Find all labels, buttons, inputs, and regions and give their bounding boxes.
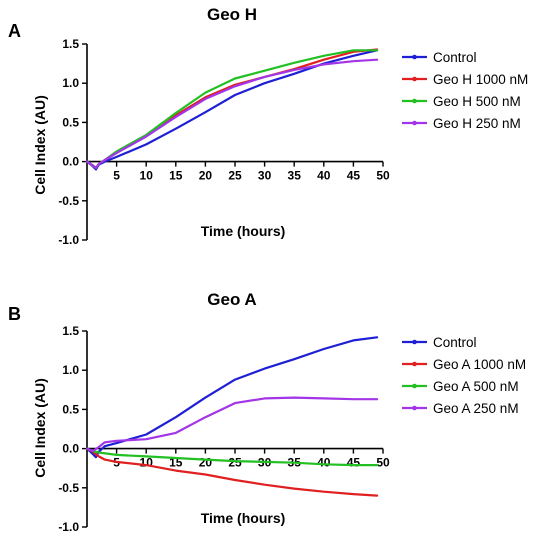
y-tick-label: -1.0 (58, 233, 79, 247)
legend-marker (412, 98, 417, 104)
y-axis-label: Cell Index (AU) (32, 95, 48, 195)
x-tick-label: 45 (347, 456, 361, 470)
x-tick-label: 15 (169, 169, 183, 183)
x-axis-label: Time (hours) (201, 510, 286, 526)
x-tick-label: 35 (288, 169, 302, 183)
y-tick-label: -0.5 (58, 194, 79, 208)
panel-b: B Geo A Cell Index (AU) Time (hours) 1.5… (8, 290, 526, 534)
legend-label: Geo A 250 nM (433, 401, 519, 416)
x-tick-label: 10 (140, 169, 154, 183)
y-tick-label: -1.0 (58, 520, 79, 534)
x-tick-label: 50 (376, 456, 390, 470)
y-axis-label: Cell Index (AU) (32, 378, 48, 478)
axes: 1.5 1.0 0.5 0.0 -0.5 -1.0 5 10 15 20 25 30 35 40 45 50 (58, 37, 390, 247)
legend-marker (412, 76, 417, 82)
legend-label: Geo H 250 nM (433, 116, 521, 131)
y-tick-label: 0.5 (62, 115, 79, 129)
y-tick-label: 0.0 (62, 442, 79, 456)
y-tick-label: 1.0 (62, 363, 79, 377)
x-tick-label: 25 (228, 169, 242, 183)
legend-marker (412, 120, 417, 126)
legend-marker (412, 361, 417, 367)
x-tick-label: 45 (347, 169, 361, 183)
legend-label: Control (433, 50, 477, 65)
series-line-4 (85, 396, 379, 453)
series-line-4 (85, 58, 379, 169)
y-tick-label: 0.5 (62, 402, 79, 416)
x-axis-label: Time (hours) (201, 223, 286, 239)
x-tick-label: 40 (317, 169, 331, 183)
y-tick-label: 1.5 (62, 324, 79, 338)
y-tick-label: 1.5 (62, 37, 79, 51)
panel-letter-b: B (8, 304, 21, 324)
series-line-3 (85, 447, 379, 467)
panel-a: A Geo H Cell Index (AU) Time (hours) 1.5… (8, 5, 528, 247)
legend: Control Geo H 1000 nM Geo H 500 nM Geo H 25… (402, 50, 528, 131)
plot-lines (85, 48, 379, 171)
legend-marker (412, 54, 417, 60)
chart-title: Geo A (207, 290, 256, 309)
x-tick-label: 50 (376, 169, 390, 183)
legend-label: Geo H 1000 nM (433, 72, 528, 87)
legend-marker (412, 383, 417, 389)
legend-label: Control (433, 335, 477, 350)
legend-label: Geo A 500 nM (433, 379, 519, 394)
x-tick-label: 5 (113, 169, 120, 183)
x-tick-label: 20 (199, 169, 213, 183)
x-tick-label: 30 (258, 169, 272, 183)
legend-label: Geo A 1000 nM (433, 357, 526, 372)
legend-marker (412, 405, 417, 411)
legend-label: Geo H 500 nM (433, 94, 521, 109)
panel-letter-a: A (8, 21, 21, 41)
axes: 1.51.00.50.0-0.5-1.05 10 15 20 25 30 35 40 45 50 (58, 324, 390, 534)
y-tick-label: -0.5 (58, 481, 79, 495)
y-tick-label: 0.0 (62, 155, 79, 169)
x-tick-label: 25 (228, 456, 242, 470)
legend-marker (412, 339, 417, 345)
series-line-2 (85, 447, 379, 497)
plot-lines (85, 336, 379, 497)
x-tick-label: 40 (317, 456, 331, 470)
chart-title: Geo H (207, 5, 257, 24)
legend: Control Geo A 1000 nM Geo A 500 nM Geo A 25… (402, 335, 526, 416)
y-tick-label: 1.0 (62, 76, 79, 90)
x-tick-label: 20 (199, 456, 213, 470)
series-line-1 (85, 49, 379, 171)
